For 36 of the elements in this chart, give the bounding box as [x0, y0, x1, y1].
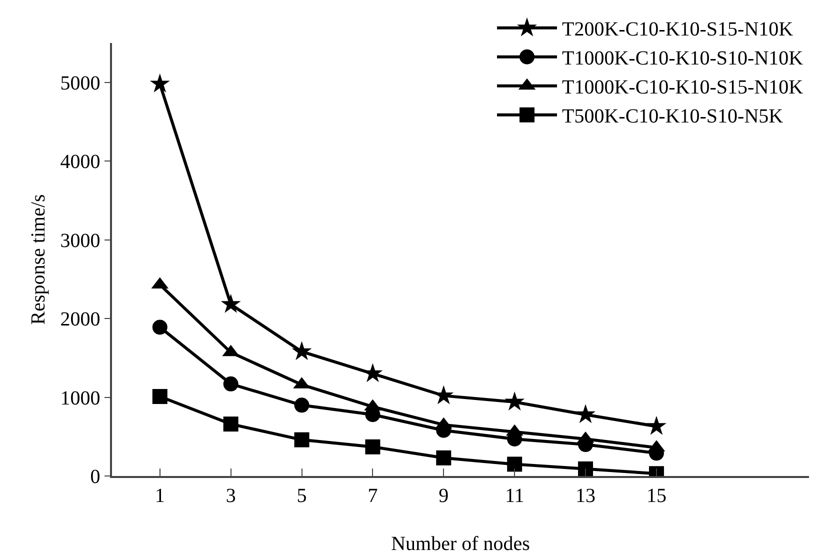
y-tick-label: 4000	[60, 151, 100, 174]
point	[223, 376, 238, 392]
y-tick-label: 1000	[60, 387, 100, 410]
point	[294, 398, 310, 413]
y-tick-label: 0	[90, 466, 100, 488]
point	[223, 416, 238, 432]
x-tick-label: 5	[296, 484, 307, 507]
y-tick-label: 5000	[60, 72, 100, 94]
point	[436, 450, 452, 466]
point	[152, 320, 168, 335]
point	[220, 294, 241, 313]
legend-label: T1000K-C10-K10-S15-N10K	[562, 76, 804, 99]
legend-label: T200K-C10-K10-S15-N10K	[562, 18, 794, 41]
point	[504, 392, 525, 410]
y-tick-label: 3000	[60, 230, 100, 252]
x-tick-label: 13	[576, 484, 596, 507]
point	[576, 404, 596, 424]
x-tick-label: 7	[368, 484, 378, 507]
point	[292, 341, 312, 360]
x-tick-label: 11	[504, 484, 524, 507]
point	[152, 388, 168, 404]
point	[294, 432, 310, 448]
legend-label: T500K-C10-K10-S10-N5K	[562, 106, 784, 128]
x-tick-label: 9	[438, 484, 449, 507]
point	[646, 416, 666, 435]
y-tick-label: 2000	[60, 308, 100, 331]
point	[507, 456, 522, 472]
point	[365, 439, 380, 454]
legend-label: T1000K-C10-K10-S10-N10K	[562, 48, 804, 70]
x-tick-label: 15	[646, 484, 666, 507]
point	[150, 73, 170, 92]
x-axis-title: Number of nodes	[391, 532, 530, 555]
point	[578, 461, 594, 476]
y-axis-title: Response time/s	[27, 194, 50, 325]
x-tick-label: 1	[154, 484, 165, 507]
x-tick-label: 3	[226, 484, 236, 507]
